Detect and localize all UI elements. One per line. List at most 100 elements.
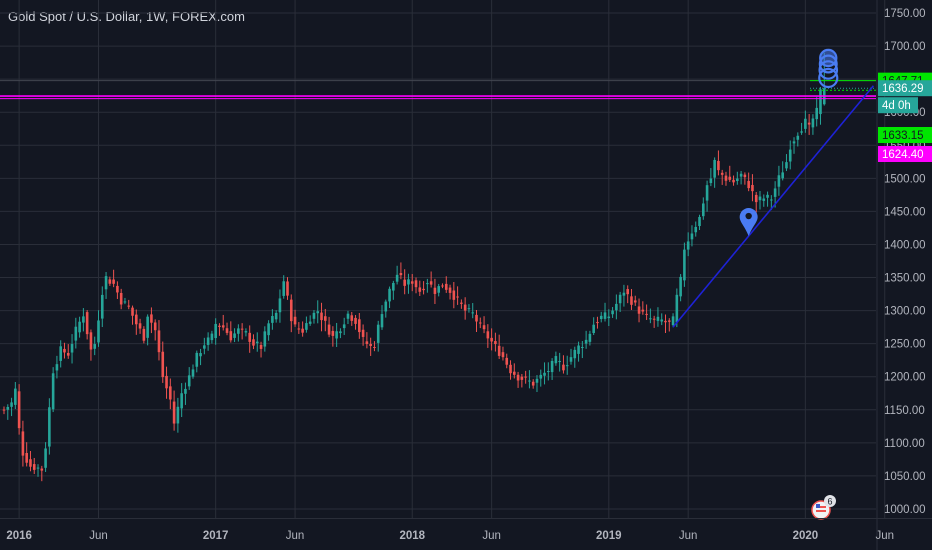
candle-body — [558, 361, 561, 363]
candle-body — [108, 279, 112, 284]
candle-body — [339, 331, 342, 334]
map-pin-hole — [745, 212, 752, 220]
candle-body — [743, 174, 747, 178]
grid — [0, 0, 886, 518]
candle-body — [255, 341, 259, 344]
candle-body — [418, 287, 422, 292]
candle-body — [365, 341, 369, 344]
price-tag-1624: 1624.40 — [882, 149, 924, 161]
candle-body — [146, 316, 149, 338]
candle-body — [547, 371, 550, 373]
candle-body — [312, 312, 316, 319]
time-tick-label: Jun — [679, 530, 698, 542]
candle-body — [407, 279, 410, 285]
candle-body — [486, 331, 490, 339]
candle-body — [463, 304, 467, 311]
candle-body — [289, 299, 293, 322]
candle-body — [10, 402, 13, 407]
candle-body — [112, 279, 115, 284]
candle-body — [384, 301, 388, 312]
candle-body — [331, 330, 335, 336]
candle-body — [535, 378, 539, 383]
candle-body — [184, 388, 187, 394]
candle-body — [426, 283, 429, 285]
candle-body — [380, 314, 384, 328]
candle-body — [392, 282, 395, 291]
candle-body — [85, 312, 89, 335]
flag-stripe — [816, 510, 826, 512]
candle-body — [240, 328, 244, 330]
candle-body — [615, 303, 618, 311]
candles — [2, 52, 826, 482]
candle-body — [626, 289, 629, 295]
candle-body — [342, 324, 346, 329]
candle-body — [777, 175, 781, 187]
candle-body — [569, 357, 573, 362]
candle-body — [475, 314, 478, 322]
alert-circle-icon — [820, 50, 837, 66]
candle-body — [237, 328, 240, 334]
candle-body — [671, 316, 675, 326]
candle-body — [6, 406, 10, 410]
candle-body — [305, 323, 308, 330]
price-tick-label: 1400.00 — [884, 239, 926, 251]
candle-body — [709, 178, 713, 184]
candle-body — [660, 319, 664, 322]
candle-body — [199, 353, 202, 357]
candle-body — [565, 365, 569, 367]
candle-body — [588, 333, 592, 342]
candle-body — [161, 351, 165, 378]
candle-body — [252, 339, 255, 346]
candle-body — [221, 325, 225, 328]
candle-body — [271, 316, 274, 323]
candle-body — [581, 346, 584, 348]
candle-body — [611, 310, 614, 315]
candle-body — [354, 317, 357, 324]
candle-body — [652, 318, 656, 320]
candle-body — [410, 281, 414, 284]
candle-body — [758, 196, 762, 201]
candle-body — [618, 294, 622, 304]
candle-body — [494, 341, 497, 345]
candle-body — [596, 322, 599, 324]
candle-body — [584, 339, 588, 344]
candle-body — [811, 118, 815, 128]
candle-body — [127, 305, 131, 307]
candle-body — [800, 131, 803, 133]
price-tick-label: 1150.00 — [884, 405, 925, 417]
candle-body — [456, 296, 459, 298]
alert-circle-icon — [819, 48, 838, 68]
candle-body — [36, 467, 40, 469]
price-tick-label: 1350.00 — [884, 273, 926, 285]
price-tick-label: 1450.00 — [884, 206, 926, 218]
candle-body — [376, 324, 380, 343]
candle-body — [259, 344, 263, 349]
candle-body — [55, 364, 59, 371]
price-tick-label: 1200.00 — [884, 372, 926, 384]
candle-body — [754, 194, 758, 203]
candle-body — [403, 279, 406, 286]
candle-body — [172, 401, 176, 424]
candle-body — [573, 349, 577, 359]
candle-body — [29, 459, 32, 467]
candle-body — [138, 323, 142, 329]
candle-body — [399, 273, 403, 276]
candle-body — [187, 375, 191, 387]
candle-body — [324, 316, 327, 321]
time-axis: 2016 Jun 2017 Jun 2018 Jun 2019 Jun 2020 Jun — [0, 518, 932, 542]
candle-body — [335, 331, 338, 339]
candle-body — [490, 337, 493, 342]
news-count: 6 — [827, 497, 832, 507]
candle-body — [180, 393, 183, 409]
candle-body — [263, 331, 267, 347]
news-count-badge — [824, 495, 836, 507]
candle-body — [93, 344, 97, 349]
candle-body — [441, 285, 444, 287]
candle-body — [293, 316, 297, 325]
price-tag-1633-bg — [878, 127, 932, 143]
candle-body — [509, 364, 512, 374]
price-tag-1633: 1633.15 — [882, 130, 924, 142]
candle-body — [819, 89, 822, 115]
candle-body — [528, 380, 531, 382]
